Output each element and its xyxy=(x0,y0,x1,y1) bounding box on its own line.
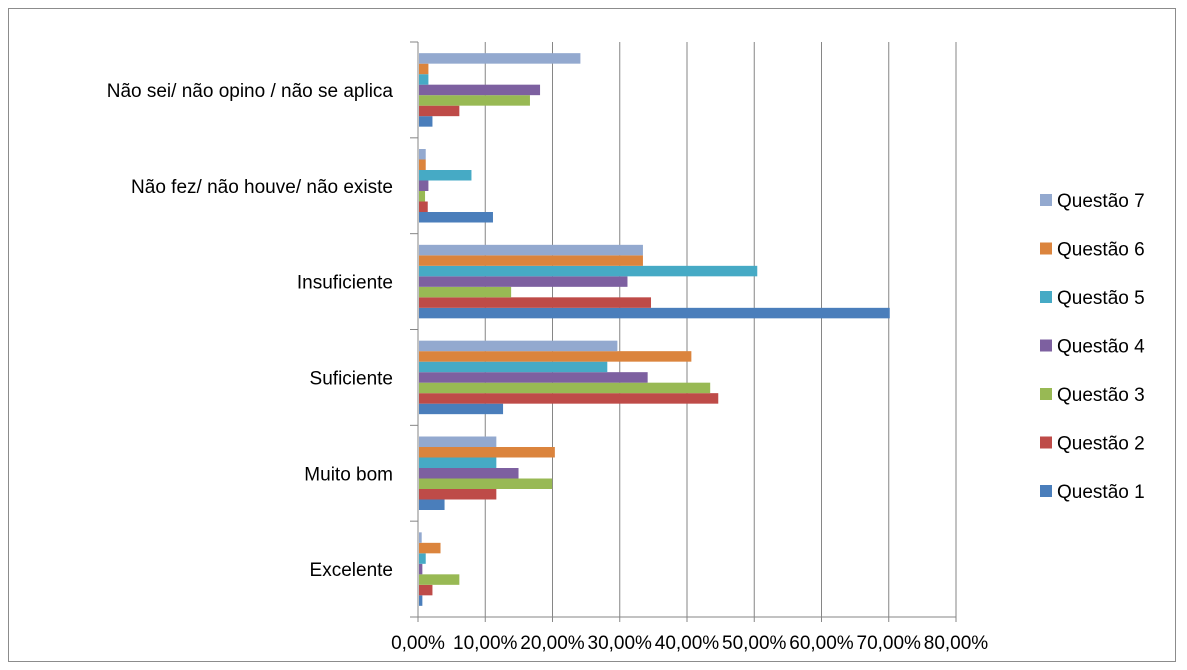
bar-quest-o-5-3 xyxy=(419,265,758,277)
bar-quest-o-3-1 xyxy=(419,478,553,489)
x-tick-label: 0,00% xyxy=(391,633,445,654)
bar-quest-o-4-3 xyxy=(419,276,628,287)
bar-quest-o-1-0 xyxy=(419,595,423,606)
bar-quest-o-7-2 xyxy=(419,340,618,352)
bar-quest-o-6-2 xyxy=(419,351,692,362)
bar-quest-o-3-4 xyxy=(419,191,426,202)
legend-label: Questão 3 xyxy=(1057,385,1145,406)
category-label: Insuficiente xyxy=(297,273,393,294)
x-tick-label: 10,00% xyxy=(453,633,518,654)
chart-frame xyxy=(8,8,1176,662)
bar-quest-o-6-4 xyxy=(419,159,426,170)
legend-swatch xyxy=(1040,339,1052,352)
bar-quest-o-7-3 xyxy=(419,244,643,256)
x-tick-label: 70,00% xyxy=(857,633,922,654)
category-label: Não sei/ não opino / não se aplica xyxy=(107,81,394,102)
legend-swatch xyxy=(1040,388,1052,400)
bar-quest-o-5-4 xyxy=(419,170,472,181)
legend-swatch xyxy=(1040,485,1052,497)
legend-swatch xyxy=(1040,436,1052,449)
bar-quest-o-4-2 xyxy=(419,372,648,383)
bar-quest-o-2-0 xyxy=(419,584,433,596)
legend-label: Questão 6 xyxy=(1057,240,1145,261)
legend-label: Questão 2 xyxy=(1057,434,1145,455)
legend-label: Questão 4 xyxy=(1057,337,1145,358)
bar-quest-o-5-5 xyxy=(419,74,429,85)
x-tick-label: 60,00% xyxy=(789,633,854,654)
bar-quest-o-1-2 xyxy=(419,403,504,415)
bar-quest-o-2-2 xyxy=(419,393,719,404)
bar-quest-o-5-2 xyxy=(419,361,608,373)
bar-quest-o-6-1 xyxy=(419,447,555,458)
bar-quest-o-4-5 xyxy=(419,84,541,96)
x-tick-label: 20,00% xyxy=(520,633,585,654)
x-tick-label: 50,00% xyxy=(722,633,787,654)
category-label: Excelente xyxy=(310,560,393,581)
x-tick-label: 40,00% xyxy=(655,633,720,654)
x-tick-label: 30,00% xyxy=(588,633,653,654)
bar-quest-o-1-3 xyxy=(419,307,890,319)
bar-quest-o-2-3 xyxy=(419,297,652,308)
bar-quest-o-1-4 xyxy=(419,212,493,223)
bar-quest-o-4-0 xyxy=(419,563,423,575)
bar-quest-o-2-4 xyxy=(419,201,428,212)
bar-quest-o-5-0 xyxy=(419,553,426,564)
category-label: Muito bom xyxy=(304,464,393,485)
bar-quest-o-3-3 xyxy=(419,286,512,298)
bar-quest-o-2-1 xyxy=(419,489,497,500)
x-tick-label: 80,00% xyxy=(924,633,989,654)
category-label: Não fez/ não houve/ não existe xyxy=(131,177,393,198)
bar-quest-o-3-0 xyxy=(419,574,460,585)
bar-quest-o-3-5 xyxy=(419,95,530,106)
bar-quest-o-5-1 xyxy=(419,457,497,468)
category-label: Suficiente xyxy=(310,368,393,389)
bar-quest-o-1-5 xyxy=(419,116,433,127)
bar-quest-o-1-1 xyxy=(419,499,445,510)
bar-quest-o-6-5 xyxy=(419,63,429,75)
bar-quest-o-2-5 xyxy=(419,105,460,117)
bar-quest-o-4-1 xyxy=(419,468,519,479)
legend-label: Questão 5 xyxy=(1057,288,1145,309)
bar-quest-o-7-0 xyxy=(419,532,422,543)
legend-label: Questão 7 xyxy=(1057,191,1145,212)
bar-quest-o-7-1 xyxy=(419,436,497,447)
legend-swatch xyxy=(1040,291,1052,303)
legend-label: Questão 1 xyxy=(1057,482,1145,503)
legend-swatch xyxy=(1040,242,1052,255)
legend-swatch xyxy=(1040,194,1052,206)
bar-quest-o-3-2 xyxy=(419,382,711,394)
bar-quest-o-6-3 xyxy=(419,255,643,266)
bar-quest-o-7-5 xyxy=(419,53,581,64)
bar-quest-o-6-0 xyxy=(419,542,441,554)
bar-quest-o-7-4 xyxy=(419,149,426,160)
bar-quest-o-4-4 xyxy=(419,180,429,191)
